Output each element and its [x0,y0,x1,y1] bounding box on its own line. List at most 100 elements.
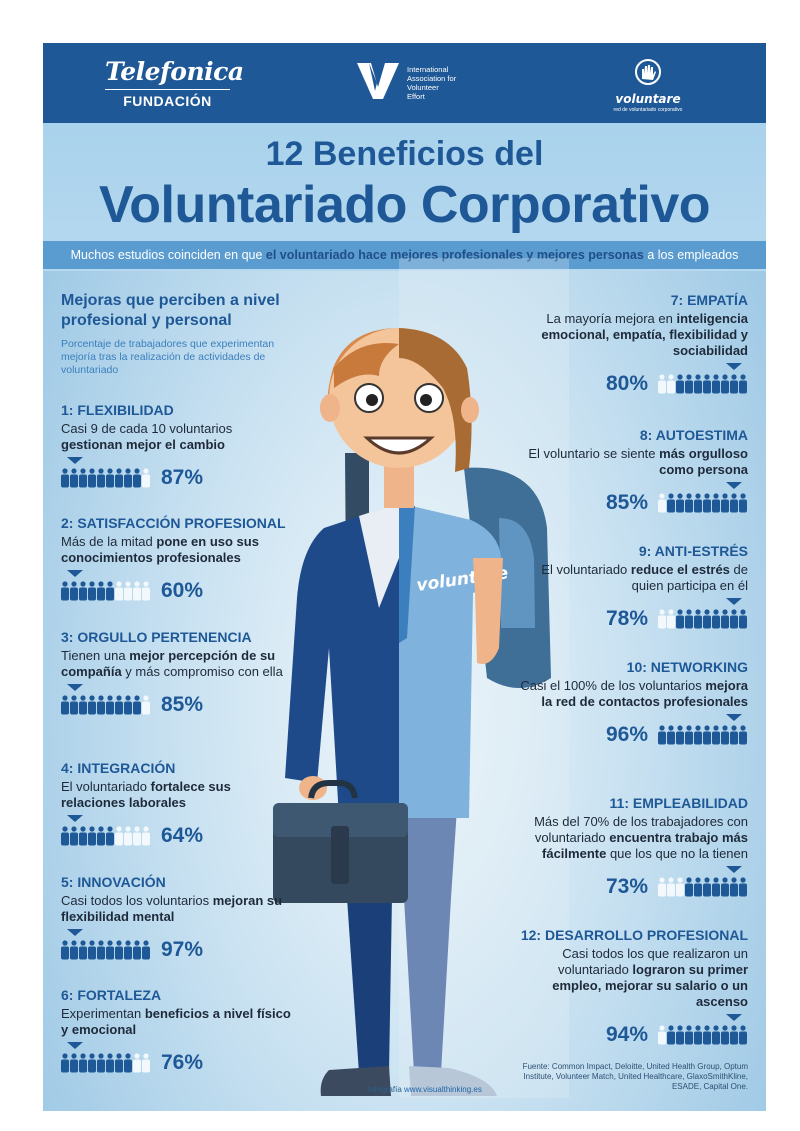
benefit-6: 6: FORTALEZA Experimentan beneficios a ni… [61,987,291,1075]
person-icon [124,695,132,715]
person-icon [712,725,720,745]
people-chart [658,877,748,897]
person-icon [676,877,684,897]
hand-icon [635,59,661,85]
benefit-9: 9: ANTI-ESTRÉS El voluntariado reduce el … [518,543,748,631]
voluntare-logo: voluntare red de voluntariado corporativ… [603,59,693,113]
person-icon [97,1053,105,1073]
people-pictogram [61,468,150,488]
person-icon [124,940,132,960]
benefit-percentage: 64% [161,824,204,847]
credit-url[interactable]: www.visualthinking.es [404,1085,482,1094]
benefit-stat: 73% [518,875,748,899]
person-icon [712,493,720,513]
telefonica-fundacion-logo: Telefonica FUNDACIÓN [105,57,244,109]
benefit-percentage: 85% [161,693,204,716]
person-icon [676,1025,684,1045]
person-icon [712,374,720,394]
person-icon [685,1025,693,1045]
people-chart [61,695,151,715]
person-icon [685,493,693,513]
pointer-arrow-icon [726,598,742,605]
person-icon [721,609,729,629]
person-icon [106,940,114,960]
benefit-percentage: 60% [161,579,204,602]
title-area: 12 Beneficios del Voluntariado Corporati… [43,123,766,271]
person-icon [739,725,747,745]
person-icon [676,609,684,629]
header-bar: Telefonica FUNDACIÓN International Assoc… [43,43,766,123]
benefit-description: El voluntariado reduce el estrés de quie… [541,562,748,593]
person-icon [88,695,96,715]
person-icon [124,826,132,846]
benefit-7: 7: EMPATÍA La mayoría mejora en inteligen… [518,292,748,396]
pointer-arrow-icon [726,363,742,370]
benefit-description: Tienen una mejor percepción de su compañ… [61,648,283,679]
people-chart [61,826,151,846]
benefit-stat: 64% [61,824,291,848]
person-icon [133,468,141,488]
benefit-stat: 94% [518,1023,748,1047]
benefit-description: La mayoría mejora en inteligencia emocio… [541,311,748,358]
person-icon [676,493,684,513]
person-icon [124,1053,132,1073]
person-icon [79,826,87,846]
person-icon [694,374,702,394]
person-icon [133,581,141,601]
person-icon [133,695,141,715]
person-icon [142,468,150,488]
person-icon [142,940,150,960]
person-icon [70,826,78,846]
benefit-description: Casi todos los voluntarios mejoran su fl… [61,893,283,924]
benefit-stat: 78% [518,607,748,631]
benefit-stat: 85% [518,491,748,515]
people-pictogram [61,940,150,960]
person-icon [133,1053,141,1073]
person-icon [685,374,693,394]
pointer-arrow-icon [67,815,83,822]
benefit-4: 4: INTEGRACIÓN El voluntariado fortalece … [61,760,291,848]
people-chart [658,725,748,745]
person-icon [79,581,87,601]
person-icon [79,468,87,488]
person-icon [667,877,675,897]
person-icon [115,468,123,488]
benefit-title: 7: EMPATÍA [670,292,748,308]
benefit-percentage: 94% [605,1023,648,1046]
person-icon [61,940,69,960]
person-icon [115,581,123,601]
person-icon [97,581,105,601]
person-icon [685,609,693,629]
subtitle-bar: Muchos estudios coinciden en que el volu… [43,241,766,269]
person-icon [730,374,738,394]
benefit-percentage: 96% [605,723,648,746]
person-icon [133,940,141,960]
pointer-arrow-icon [67,570,83,577]
person-icon [739,609,747,629]
benefit-8: 8: AUTOESTIMA El voluntario se siente más… [518,427,748,515]
person-icon [739,877,747,897]
person-icon [142,695,150,715]
person-icon [703,493,711,513]
benefit-description: Más del 70% de los trabajadores con volu… [534,814,748,861]
infographic-poster: Telefonica FUNDACIÓN International Assoc… [43,43,766,1111]
pointer-arrow-icon [67,684,83,691]
benefit-11: 11: EMPLEABILIDAD Más del 70% de los trab… [518,795,748,899]
person-icon [685,725,693,745]
benefit-percentage: 73% [605,875,648,898]
benefit-percentage: 85% [605,491,648,514]
pointer-arrow-icon [67,929,83,936]
person-icon [712,609,720,629]
person-icon [721,877,729,897]
people-chart [61,940,151,960]
person-icon [730,493,738,513]
title-line-2: Voluntariado Corporativo [98,176,711,234]
people-pictogram [61,695,150,715]
person-icon [703,725,711,745]
people-pictogram [658,1025,747,1045]
person-icon [739,374,747,394]
person-icon [730,609,738,629]
intro-block: Mejoras que perciben a nivel profesional… [61,291,311,377]
benefit-title: 2: SATISFACCIÓN PROFESIONAL [61,515,286,531]
intro-description: Porcentaje de trabajadores que experimen… [61,338,275,376]
